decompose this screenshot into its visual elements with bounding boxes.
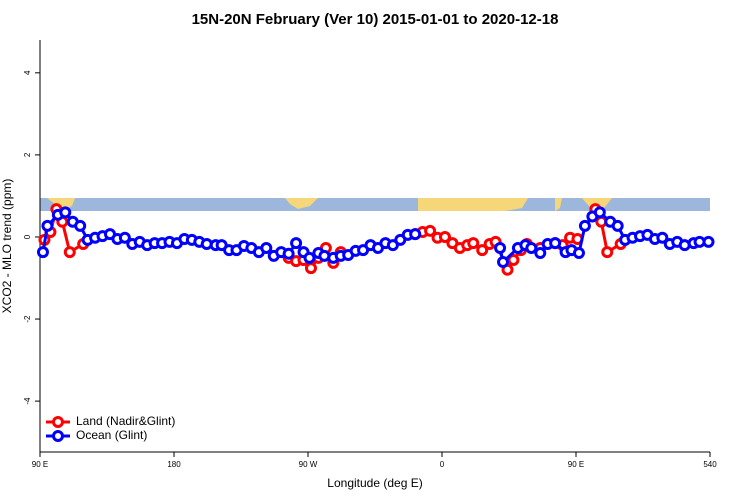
data-point [303, 251, 316, 264]
data-point [424, 224, 437, 237]
data-point [41, 219, 54, 232]
data-point [601, 246, 614, 259]
data-point [74, 219, 87, 232]
data-point [290, 237, 303, 250]
data-point [656, 231, 669, 244]
data-point [549, 237, 562, 250]
legend-label: Land (Nadir&Glint) [76, 414, 175, 428]
legend-marker [52, 416, 64, 428]
data-point [507, 253, 520, 266]
data-point [438, 230, 451, 243]
data-point [593, 206, 606, 219]
y-tick-label: -2 [23, 315, 32, 323]
chart-title: 15N-20N February (Ver 10) 2015-01-01 to … [192, 11, 559, 28]
x-tick-label: 0 [440, 460, 445, 469]
data-point [260, 242, 273, 255]
data-point [386, 239, 399, 252]
y-axis-label: XCO2 - MLO trend (ppm) [0, 179, 14, 314]
x-tick-label: 90 W [299, 460, 318, 469]
data-point [467, 237, 480, 250]
legend-marker [52, 430, 64, 442]
land-patch [418, 198, 528, 211]
data-point [494, 242, 507, 255]
y-tick-label: 0 [23, 234, 32, 239]
x-tick-label: 540 [703, 460, 717, 469]
data-point [282, 247, 295, 260]
y-tick-label: -4 [23, 397, 32, 405]
data-point [572, 246, 585, 259]
data-point [304, 262, 317, 275]
y-tick-label: 4 [23, 70, 32, 75]
x-tick-label: 180 [167, 460, 181, 469]
x-tick-label: 90 E [32, 460, 48, 469]
y-tick-label: 2 [23, 152, 32, 157]
data-point [476, 244, 489, 257]
data-point [534, 246, 547, 259]
data-point [702, 235, 715, 248]
ocean-strip [40, 198, 710, 211]
x-axis-label: Longitude (deg E) [327, 476, 422, 490]
land-mask-strip [40, 198, 710, 211]
land-patch [555, 198, 562, 211]
data-point [525, 242, 538, 255]
data-point [611, 219, 624, 232]
data-point [409, 228, 422, 241]
data-point [118, 231, 131, 244]
data-point [36, 246, 49, 259]
data-point [59, 206, 72, 219]
land-patch [285, 198, 318, 209]
legend-label: Ocean (Glint) [76, 428, 147, 442]
data-point [497, 256, 510, 269]
data-point [63, 246, 76, 259]
data-point [578, 219, 591, 232]
x-tick-label: 90 E [568, 460, 584, 469]
